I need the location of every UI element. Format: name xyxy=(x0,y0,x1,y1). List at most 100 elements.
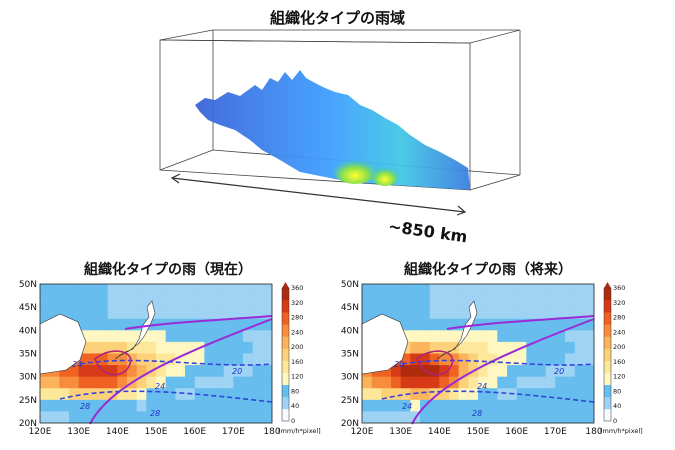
rain-cell xyxy=(507,307,517,320)
rain-cell xyxy=(156,353,166,366)
rain-cell xyxy=(243,388,253,401)
rain-cell xyxy=(458,353,469,366)
rain-cell xyxy=(468,388,479,401)
y-tick-label: 35N xyxy=(341,350,359,360)
rain-cell xyxy=(391,399,401,412)
rain-cell xyxy=(156,341,166,354)
rain-cell xyxy=(185,284,195,296)
rain-cell xyxy=(410,307,421,320)
colorbar-swatch xyxy=(604,324,611,337)
rain-cell xyxy=(214,318,224,331)
rain-cell xyxy=(146,376,157,389)
rain-cell xyxy=(400,399,411,412)
rain-cell xyxy=(507,399,517,412)
rain-cell xyxy=(420,388,430,401)
rain-cell xyxy=(487,307,498,320)
rain-cell xyxy=(391,284,401,296)
rain-cell xyxy=(98,307,108,320)
rain-cell xyxy=(98,341,108,354)
rain-cell xyxy=(487,388,498,401)
rain-cell xyxy=(478,284,488,296)
rain-cell xyxy=(381,399,392,412)
rain-cell xyxy=(449,341,459,354)
rain-cell xyxy=(214,365,224,377)
rain-cell xyxy=(478,353,488,366)
rain-cell xyxy=(565,388,575,401)
rain-cell xyxy=(526,330,537,343)
map-title-present: 組織化タイプの雨（現在） xyxy=(84,262,252,278)
rain-cell xyxy=(98,318,108,331)
rain-cell xyxy=(156,365,166,377)
rain-cell xyxy=(223,307,234,320)
rain-cell xyxy=(88,353,99,366)
rain-cell xyxy=(545,411,556,424)
rain-cell xyxy=(185,365,195,377)
y-tick-label: 20N xyxy=(19,419,37,429)
colorbar-swatch xyxy=(604,408,611,422)
colorbar-tick: 320 xyxy=(291,299,303,307)
rain-cell xyxy=(107,295,118,308)
colorbar-frame xyxy=(281,287,290,422)
contour-line xyxy=(124,315,273,330)
rain-cell xyxy=(362,376,372,389)
rain-cell xyxy=(194,376,205,389)
colorbar-swatch xyxy=(282,348,289,361)
rain-cell xyxy=(545,341,556,354)
rain-cell xyxy=(478,411,488,424)
rain-cell xyxy=(107,365,118,377)
rain-cell xyxy=(175,399,186,412)
rain-cell xyxy=(536,284,546,296)
x-tick-label: 170E xyxy=(544,427,567,437)
rain-cell xyxy=(156,376,166,389)
rain-cell xyxy=(584,388,595,401)
rain-cell xyxy=(59,284,70,296)
contour-label: 20 xyxy=(554,367,564,376)
rain-cell xyxy=(391,307,401,320)
rain-cell xyxy=(127,295,137,308)
rain-cell xyxy=(449,388,459,401)
rain-cell xyxy=(526,376,537,389)
rain-cell xyxy=(136,365,147,377)
rain-cell xyxy=(156,330,166,343)
rain-cell xyxy=(400,307,411,320)
rain-cell xyxy=(468,353,479,366)
rain-cell xyxy=(468,376,479,389)
rain-cell xyxy=(204,399,215,412)
rain-cell xyxy=(362,411,372,424)
land-japan xyxy=(436,300,478,360)
rain-cell xyxy=(497,341,508,354)
rain-cell xyxy=(233,365,244,377)
rain-cell xyxy=(175,295,186,308)
rain-cell xyxy=(584,411,595,424)
rain-cell xyxy=(136,399,147,412)
rain-cell xyxy=(156,399,166,412)
rain-cell xyxy=(146,284,157,296)
y-tick-label: 40N xyxy=(19,326,37,336)
rain-cell xyxy=(262,295,273,308)
rain-cell xyxy=(584,284,595,296)
rain-cell xyxy=(420,353,430,366)
rain-cell xyxy=(59,376,70,389)
rain-cell xyxy=(252,341,263,354)
rain-cell xyxy=(117,388,128,401)
rain-cell xyxy=(117,284,128,296)
rain-cell xyxy=(127,341,137,354)
rain-cell xyxy=(584,307,595,320)
rain-cell xyxy=(565,399,575,412)
rain-cell xyxy=(526,284,537,296)
rain-cell xyxy=(233,284,244,296)
rain-cell xyxy=(127,365,137,377)
rain-cell xyxy=(391,365,401,377)
contour-label: 28 xyxy=(472,409,482,418)
colorbar-tick: 200 xyxy=(613,343,625,351)
rain-cell xyxy=(565,318,575,331)
rain-cell xyxy=(175,411,186,424)
rain-cell xyxy=(233,330,244,343)
rain-cell xyxy=(223,341,234,354)
rain-cell xyxy=(69,295,79,308)
rain-cell xyxy=(526,318,537,331)
rain-cell xyxy=(165,411,176,424)
contour-label: 28 xyxy=(150,409,160,418)
rain-cell xyxy=(429,318,440,331)
rain-cell xyxy=(252,365,263,377)
